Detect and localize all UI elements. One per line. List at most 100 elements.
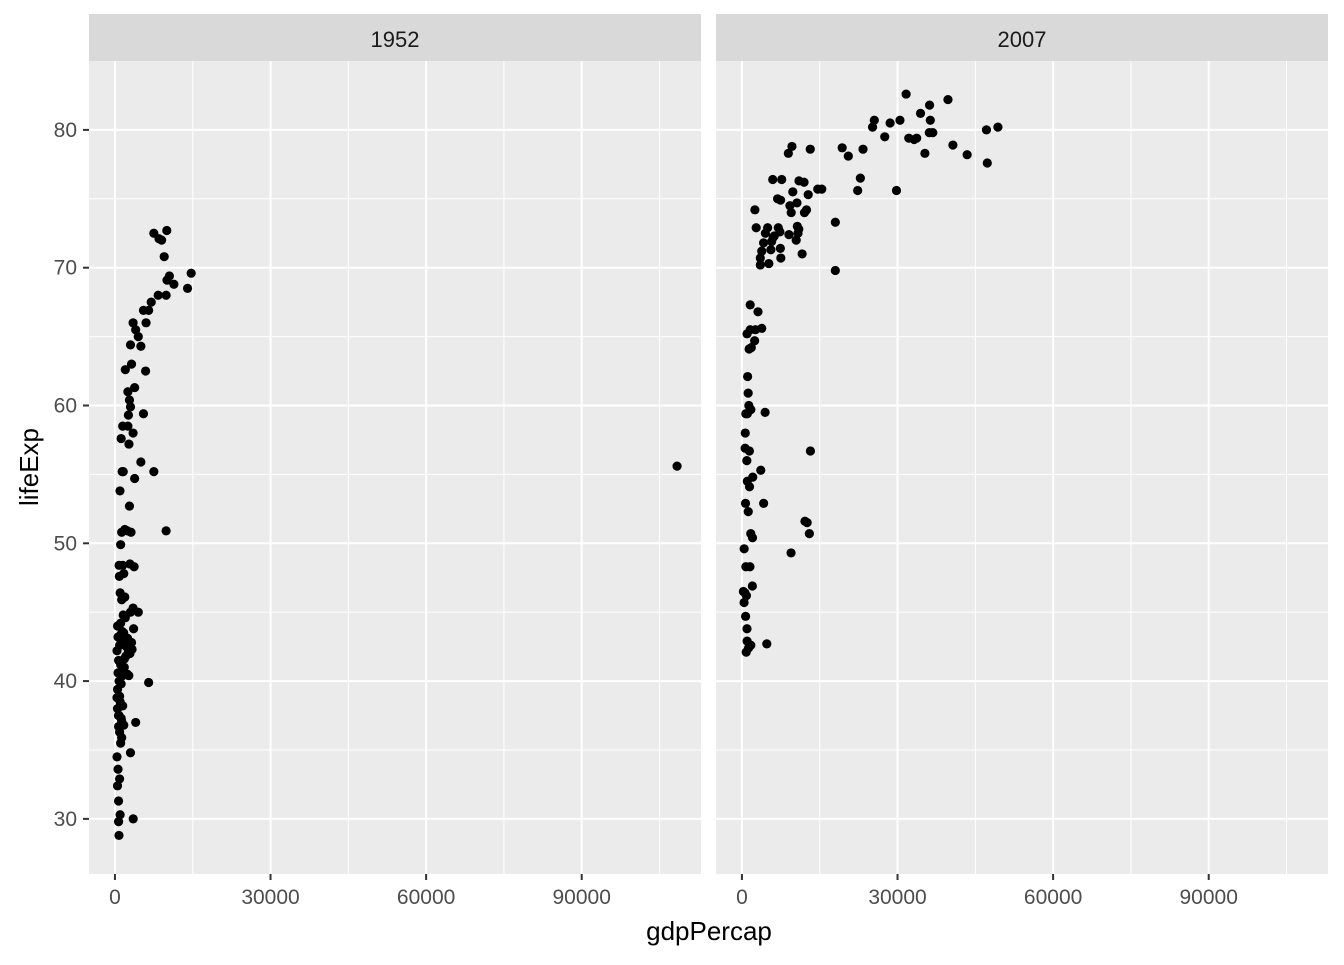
- scatter-point: [962, 150, 972, 160]
- scatter-point: [943, 94, 953, 105]
- scatter-point: [114, 830, 124, 841]
- scatter-point: [777, 174, 787, 185]
- scatter-point: [757, 246, 767, 256]
- scatter-point: [743, 388, 753, 398]
- scatter-point: [740, 611, 751, 621]
- scatter-point: [114, 560, 124, 570]
- scatter-point: [783, 148, 793, 158]
- scatter-point: [895, 115, 905, 125]
- scatter-point: [744, 400, 754, 411]
- facet-strip-label-1952: 1952: [371, 27, 420, 52]
- scatter-point: [113, 796, 124, 806]
- scatter-point: [767, 236, 777, 247]
- scatter-point: [128, 428, 138, 438]
- scatter-point: [760, 407, 770, 417]
- scatter-point: [128, 814, 138, 824]
- scatter-point: [130, 382, 140, 393]
- x-axis-1952: 0 30000 60000 90000: [109, 874, 611, 909]
- scatter-point: [125, 559, 135, 569]
- scatter-point: [750, 205, 760, 215]
- x-axis-title: gdpPercap: [646, 916, 772, 946]
- scatter-point: [753, 307, 763, 317]
- facet-strip-2007: [716, 14, 1328, 61]
- scatter-point: [119, 569, 129, 579]
- scatter-point: [742, 624, 752, 634]
- scatter-point: [116, 540, 126, 550]
- scatter-point: [746, 343, 756, 353]
- y-tick-label: 50: [54, 532, 77, 555]
- scatter-point: [146, 297, 156, 307]
- scatter-point: [112, 646, 122, 656]
- scatter-point: [118, 610, 128, 620]
- scatter-point: [144, 677, 154, 688]
- scatter-point: [138, 409, 149, 419]
- scatter-point: [123, 387, 133, 397]
- scatter-point: [116, 679, 126, 689]
- scatter-point: [843, 151, 853, 161]
- x-tick-label: 30000: [868, 886, 926, 909]
- scatter-point: [136, 341, 146, 351]
- scatter-point: [115, 810, 125, 820]
- scatter-point: [920, 148, 930, 158]
- scatter-point: [805, 446, 816, 456]
- scatter-point: [786, 548, 796, 558]
- scatter-point: [787, 141, 797, 152]
- y-axis-title: lifeExp: [14, 428, 44, 506]
- y-tick-label: 70: [54, 257, 77, 280]
- scatter-point: [130, 473, 140, 484]
- scatter-point: [159, 252, 169, 262]
- scatter-point: [855, 173, 865, 183]
- x-tick-label: 60000: [1024, 886, 1082, 909]
- x-tick-label: 90000: [1180, 886, 1238, 909]
- scatter-point: [742, 476, 752, 486]
- scatter-point: [948, 140, 958, 150]
- y-tick-label: 60: [54, 394, 77, 417]
- scatter-point: [182, 283, 193, 293]
- scatter-point: [125, 402, 136, 412]
- scatter-point: [759, 498, 769, 508]
- scatter-point: [149, 467, 159, 477]
- scatter-point: [982, 158, 992, 168]
- scatter-point: [186, 268, 196, 278]
- x-tick-label: 0: [736, 886, 748, 909]
- scatter-point: [118, 421, 128, 431]
- scatter-point: [131, 717, 141, 728]
- scatter-point: [797, 249, 807, 259]
- scatter-point: [740, 428, 750, 438]
- scatter-point: [120, 592, 130, 602]
- scatter-point: [141, 318, 151, 328]
- scatter-point: [867, 122, 878, 132]
- scatter-point: [758, 238, 769, 248]
- scatter-point: [154, 234, 164, 244]
- scatter-point: [775, 227, 785, 237]
- scatter-point: [830, 217, 840, 227]
- scatter-point: [904, 133, 914, 143]
- scatter-point: [117, 732, 127, 743]
- scatter-point: [869, 115, 879, 125]
- scatter-point: [804, 529, 814, 539]
- scatter-point: [745, 325, 755, 335]
- scatter-point: [124, 501, 135, 511]
- x-tick-label: 60000: [397, 886, 455, 909]
- scatter-point: [123, 410, 134, 420]
- x-tick-label: 0: [109, 886, 121, 909]
- panel-background-2007: [716, 61, 1328, 874]
- scatter-point: [766, 245, 776, 255]
- scatter-point: [837, 143, 847, 153]
- scatter-point: [741, 591, 752, 601]
- scatter-point: [125, 340, 136, 350]
- panel-background-1952: [89, 61, 701, 874]
- scatter-point: [739, 544, 749, 554]
- scatter-point: [760, 228, 770, 238]
- x-tick-label: 90000: [553, 886, 611, 909]
- scatter-point: [751, 223, 761, 233]
- scatter-point: [750, 336, 760, 346]
- scatter-point: [124, 439, 134, 449]
- points-2007: [738, 89, 1003, 657]
- x-tick-label: 30000: [241, 886, 299, 909]
- scatter-point: [742, 636, 752, 646]
- scatter-point: [118, 701, 128, 711]
- scatter-point: [128, 318, 138, 328]
- scatter-point: [785, 201, 795, 211]
- facet-strip-label-2007: 2007: [998, 27, 1047, 52]
